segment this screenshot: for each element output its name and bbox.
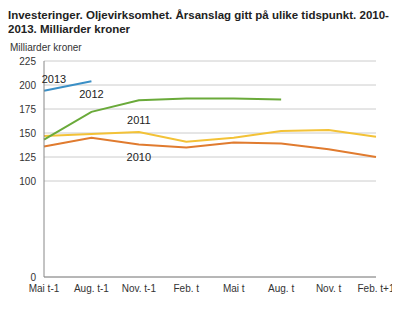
svg-text:0: 0 [30, 272, 36, 283]
svg-text:Feb. t: Feb. t [173, 283, 199, 294]
svg-text:Nov. t: Nov. t [316, 283, 342, 294]
svg-text:Mai t-1: Mai t-1 [29, 283, 60, 294]
svg-text:Aug. t: Aug. t [268, 283, 294, 294]
svg-text:Feb. t+1: Feb. t+1 [358, 283, 392, 294]
svg-text:200: 200 [19, 80, 36, 91]
html-text:Milliarder kroner: Milliarder kroner [10, 42, 82, 53]
svg-text:225: 225 [19, 56, 36, 67]
svg-text:2012: 2012 [79, 88, 103, 100]
html-text:Investeringer. Oljevirksomhet.: Investeringer. Oljevirksomhet. Årsanslag… [8, 9, 389, 35]
svg-text:2013: 2013 [42, 73, 66, 85]
svg-text:150: 150 [19, 128, 36, 139]
svg-text:100: 100 [19, 176, 36, 187]
svg-text:2011: 2011 [127, 114, 151, 126]
svg-text:175: 175 [19, 104, 36, 115]
svg-text:125: 125 [19, 152, 36, 163]
svg-text:2010: 2010 [127, 151, 151, 163]
svg-text:Aug. t-1: Aug. t-1 [74, 283, 109, 294]
svg-text:Mai t: Mai t [223, 283, 245, 294]
svg-text:Nov. t-1: Nov. t-1 [122, 283, 157, 294]
